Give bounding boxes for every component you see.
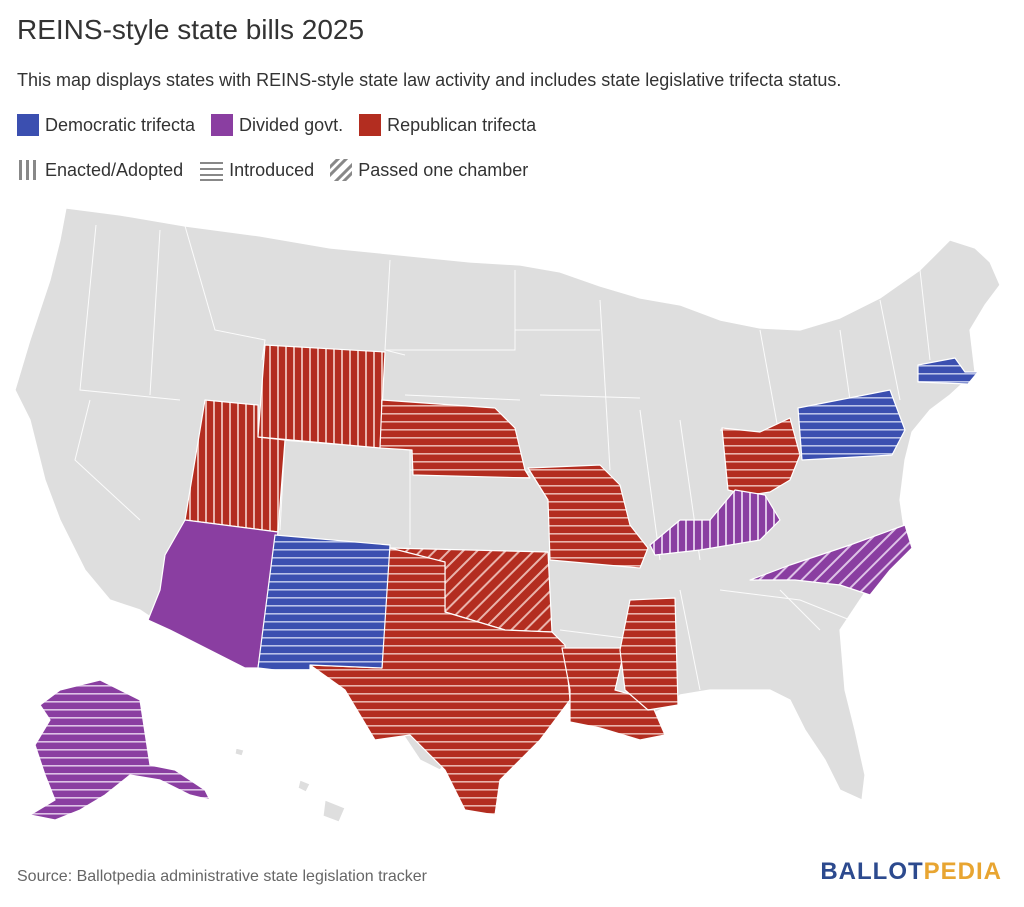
diagonal-stripes-icon bbox=[330, 159, 353, 181]
legend-label: Democratic trifecta bbox=[45, 114, 196, 135]
legend-item-democratic: Democratic trifecta bbox=[17, 114, 195, 136]
state-wyoming bbox=[257, 344, 386, 449]
ballotpedia-logo: BALLOTPEDIA bbox=[820, 858, 1002, 886]
legend-item-introduced: Introduced bbox=[199, 159, 314, 181]
state-borders bbox=[74, 224, 931, 691]
state-alaska bbox=[29, 679, 211, 821]
source-note: Source: Ballotpedia administrative state… bbox=[17, 868, 427, 885]
democratic-swatch bbox=[17, 114, 39, 136]
us-map bbox=[14, 207, 1001, 823]
legend-label: Divided govt. bbox=[239, 114, 344, 135]
hawaii-base bbox=[234, 747, 346, 823]
logo-part-2: PEDIA bbox=[923, 858, 1002, 885]
legend-item-enacted: Enacted/Adopted bbox=[17, 159, 183, 181]
state-new-mexico bbox=[257, 534, 391, 671]
vertical-stripes-icon bbox=[19, 160, 36, 180]
state-nebraska bbox=[379, 399, 531, 479]
state-north-carolina bbox=[749, 524, 913, 596]
state-kentucky bbox=[649, 489, 781, 556]
legend-item-republican: Republican trifecta bbox=[359, 114, 536, 136]
legend-item-passed: Passed one chamber bbox=[330, 159, 528, 181]
horizontal-stripes-icon bbox=[200, 162, 224, 181]
legend-label: Passed one chamber bbox=[358, 159, 529, 180]
legend-item-divided: Divided govt. bbox=[211, 114, 343, 136]
state-mississippi bbox=[619, 597, 679, 711]
state-massachusetts bbox=[917, 357, 979, 385]
state-missouri bbox=[527, 464, 649, 569]
map-subtitle: This map displays states with REINS-styl… bbox=[17, 70, 842, 90]
legend-label: Introduced bbox=[229, 159, 315, 180]
state-pennsylvania bbox=[797, 389, 906, 461]
divided-swatch bbox=[211, 114, 234, 136]
republican-swatch bbox=[359, 114, 382, 136]
status-legend: Enacted/Adopted Introduced Passed one ch… bbox=[17, 159, 544, 181]
party-legend: Democratic trifecta Divided govt. Republ… bbox=[17, 114, 552, 136]
legend-label: Republican trifecta bbox=[387, 114, 537, 135]
map-title: REINS-style state bills 2025 bbox=[17, 14, 365, 45]
state-louisiana bbox=[561, 647, 666, 741]
logo-part-1: BALLOT bbox=[820, 858, 924, 885]
legend-label: Enacted/Adopted bbox=[45, 159, 184, 180]
